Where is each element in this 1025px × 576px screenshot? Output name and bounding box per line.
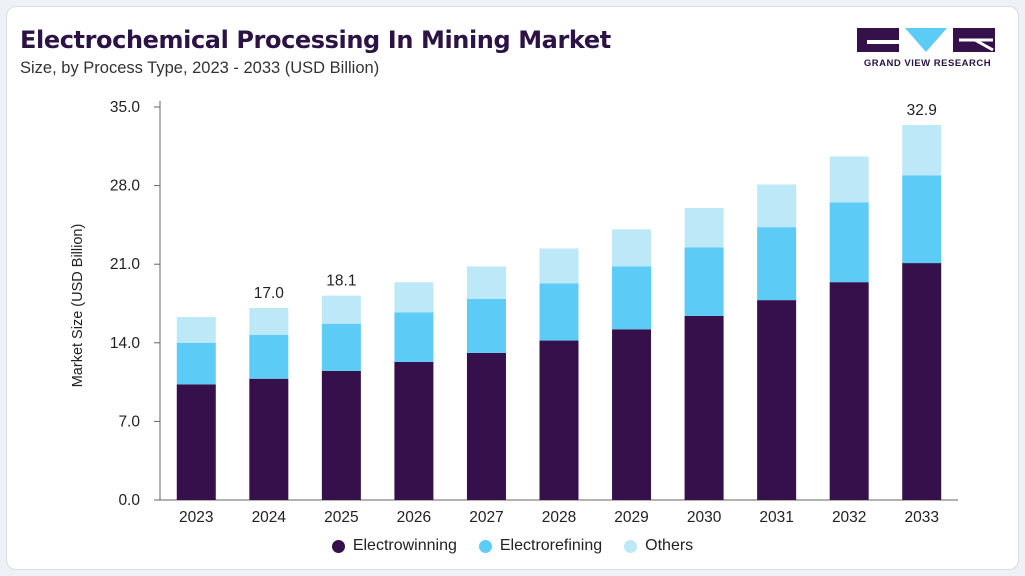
legend-swatch bbox=[624, 539, 638, 553]
x-tick-label: 2024 bbox=[252, 509, 287, 526]
x-tick-label: 2027 bbox=[469, 509, 503, 526]
y-axis-label: Market Size (USD Billion) bbox=[70, 224, 86, 388]
bar-segment-others bbox=[176, 316, 216, 343]
bar-segment-others bbox=[684, 208, 724, 248]
x-tick-label: 2029 bbox=[614, 509, 648, 526]
bar-segment-electrowinning bbox=[612, 329, 652, 500]
legend-item: Electrowinning bbox=[331, 537, 457, 555]
bar-segment-electrorefining bbox=[249, 334, 289, 379]
bar-segment-electrorefining bbox=[612, 266, 652, 330]
bar-segment-others bbox=[539, 248, 579, 284]
bar-segment-electrorefining bbox=[466, 299, 506, 353]
bar-segment-electrorefining bbox=[829, 202, 869, 283]
bar-segment-electrowinning bbox=[829, 282, 869, 500]
bar-segment-others bbox=[829, 156, 869, 203]
bar-segment-electrowinning bbox=[249, 378, 289, 500]
bar-segment-electrowinning bbox=[394, 361, 434, 500]
legend-swatch bbox=[331, 539, 345, 553]
x-tick-label: 2031 bbox=[759, 509, 793, 526]
legend-item: Others bbox=[624, 537, 693, 555]
bar-segment-others bbox=[394, 282, 434, 313]
bar-segment-electrowinning bbox=[539, 340, 579, 500]
total-data-label: 17.0 bbox=[254, 285, 285, 302]
bar-segment-others bbox=[612, 229, 652, 267]
total-data-label: 32.9 bbox=[907, 102, 937, 119]
legend-label: Electrowinning bbox=[352, 537, 457, 554]
bar-segment-others bbox=[466, 266, 506, 300]
y-tick-label: 7.0 bbox=[118, 413, 140, 430]
x-tick-label: 2030 bbox=[687, 509, 722, 526]
x-tick-label: 2025 bbox=[324, 509, 358, 526]
x-tick-label: 2028 bbox=[542, 509, 576, 526]
bar-segment-electrowinning bbox=[757, 300, 797, 500]
bar-segment-electrowinning bbox=[684, 315, 724, 500]
legend-item: Electrorefining bbox=[478, 537, 603, 555]
x-tick-label: 2032 bbox=[832, 509, 866, 526]
x-tick-label: 2033 bbox=[904, 509, 938, 526]
total-data-label: 18.1 bbox=[326, 273, 356, 290]
bar-segment-electrorefining bbox=[902, 175, 942, 264]
bar-segment-others bbox=[902, 124, 942, 176]
bar-segment-electrorefining bbox=[176, 342, 216, 385]
chart-subtitle: Size, by Process Type, 2023 - 2033 (USD … bbox=[20, 59, 380, 77]
legend-label: Others bbox=[645, 537, 694, 554]
brand-name: GRAND VIEW RESEARCH bbox=[863, 58, 992, 69]
x-tick-label: 2023 bbox=[179, 509, 213, 526]
bar-segment-electrorefining bbox=[394, 312, 434, 362]
y-tick-label: 21.0 bbox=[110, 256, 141, 273]
bar-segment-others bbox=[757, 184, 797, 228]
bar-segment-electrowinning bbox=[902, 263, 942, 500]
y-tick-label: 28.0 bbox=[110, 178, 141, 195]
chart-title: Electrochemical Processing In Mining Mar… bbox=[20, 26, 611, 54]
bar-segment-others bbox=[249, 307, 289, 335]
brand-logo bbox=[857, 28, 995, 52]
y-tick-label: 35.0 bbox=[110, 99, 141, 116]
legend-label: Electrorefining bbox=[499, 537, 603, 554]
bar-segment-electrowinning bbox=[176, 384, 216, 500]
bar-segment-electrorefining bbox=[684, 247, 724, 316]
y-tick-label: 0.0 bbox=[118, 492, 140, 509]
bar-segment-electrorefining bbox=[757, 227, 797, 301]
legend-swatch bbox=[478, 539, 492, 553]
bar-segment-others bbox=[321, 295, 361, 324]
chart-legend: Electrowinning Electrorefining Others bbox=[0, 537, 1025, 555]
bar-segment-electrorefining bbox=[321, 323, 361, 371]
bar-segment-electrorefining bbox=[539, 283, 579, 341]
x-tick-label: 2026 bbox=[397, 509, 431, 526]
bar-segment-electrowinning bbox=[466, 352, 506, 500]
bar-segment-electrowinning bbox=[321, 370, 361, 500]
y-tick-label: 14.0 bbox=[110, 335, 141, 352]
